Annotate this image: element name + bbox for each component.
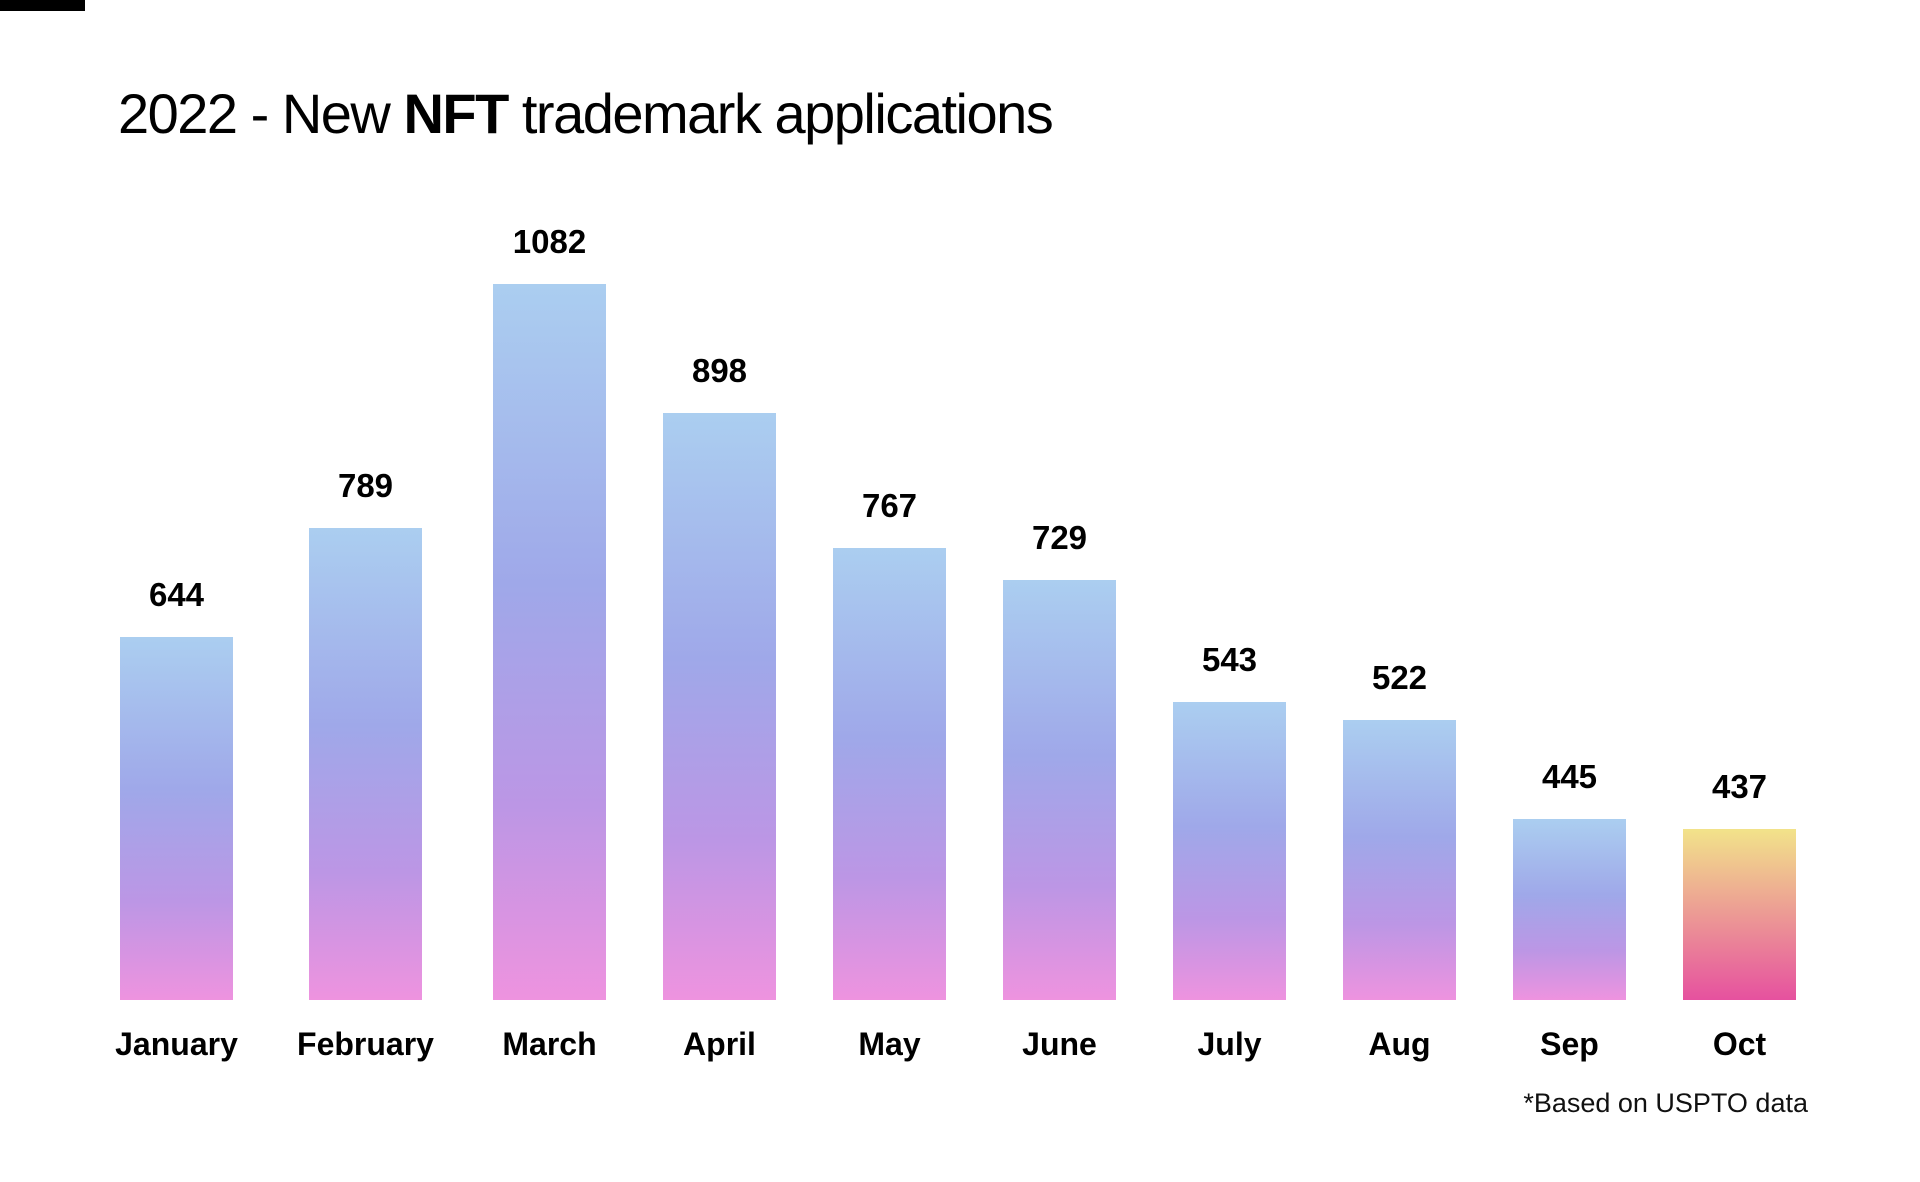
value-label-february: 789 (337, 467, 394, 504)
month-label-april: April (683, 1026, 756, 1062)
corner-mark (0, 0, 85, 11)
value-label-may: 767 (861, 487, 918, 524)
value-label-sep: 445 (1541, 758, 1598, 795)
chart-title-bold: NFT (403, 82, 509, 145)
month-label-june: June (1022, 1026, 1097, 1062)
month-label-sep: Sep (1540, 1026, 1599, 1062)
chart-title: 2022 - New NFT trademark applications (118, 80, 1054, 147)
bar-oct (1683, 829, 1796, 1000)
value-label-april: 898 (691, 352, 748, 389)
value-label-january: 644 (148, 576, 205, 613)
bar-june (1003, 580, 1116, 1000)
bar-april (663, 413, 776, 1000)
month-label-aug: Aug (1368, 1026, 1431, 1062)
bar-may (833, 548, 946, 1000)
chart-title-prefix: 2022 - New (118, 82, 404, 145)
value-label-july: 543 (1201, 641, 1258, 678)
value-label-aug: 522 (1371, 659, 1428, 696)
bar-sep (1513, 819, 1626, 1000)
value-label-june: 729 (1031, 519, 1088, 556)
month-label-oct: Oct (1712, 1026, 1767, 1062)
bar-aug (1343, 720, 1456, 1000)
chart-title-suffix: trademark applications (507, 82, 1054, 145)
bar-january (120, 637, 233, 1000)
footnote: *Based on USPTO data (1523, 1088, 1808, 1118)
value-label-oct: 437 (1711, 768, 1768, 805)
bar-july (1173, 702, 1286, 1000)
value-label-march: 1082 (512, 223, 587, 260)
month-label-march: March (502, 1026, 597, 1062)
month-label-january: January (115, 1026, 238, 1062)
bar-march (493, 284, 606, 1000)
bar-february (309, 528, 422, 1000)
month-label-february: February (297, 1026, 434, 1062)
month-label-may: May (858, 1026, 921, 1062)
month-label-july: July (1197, 1026, 1262, 1062)
